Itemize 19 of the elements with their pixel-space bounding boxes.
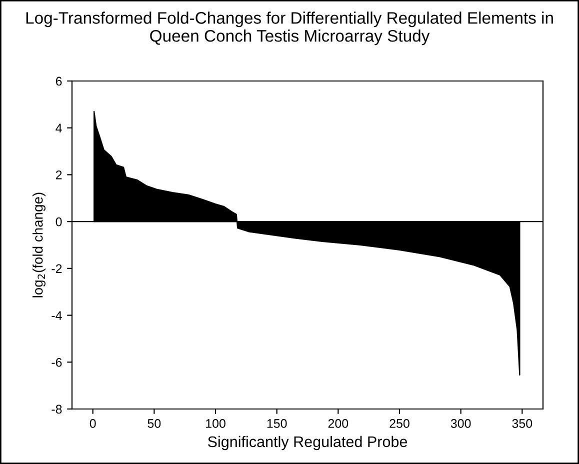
x-tick-label: 0	[90, 419, 96, 428]
chart-title: Log-Transformed Fold-Changes for Differentially Regulated Elements in Queen Conch Testis Microarray Study	[26, 12, 553, 46]
y-tick-label: 4	[56, 124, 62, 132]
y-tick-label: 2	[56, 170, 62, 180]
x-tick-label: 200	[328, 419, 348, 428]
x-axis-title: Significantly Regulated Probe	[208, 436, 408, 450]
y-tick-label: 0	[56, 217, 62, 226]
x-tick-label: 250	[390, 419, 410, 428]
x-tick-label: 100	[206, 419, 226, 428]
x-tick-label: 50	[148, 419, 161, 428]
y-tick-label: -8	[52, 404, 62, 414]
x-tick-label: 150	[267, 419, 287, 428]
y-tick-label: -2	[52, 264, 62, 273]
x-tick-label: 350	[512, 419, 532, 428]
y-tick-label: -4	[52, 311, 62, 320]
x-tick-label: 300	[450, 419, 471, 428]
y-tick-label: -6	[52, 358, 62, 367]
y-axis-title: log$_{2}$(fold change)	[32, 192, 46, 298]
y-tick-label: 6	[56, 76, 62, 86]
